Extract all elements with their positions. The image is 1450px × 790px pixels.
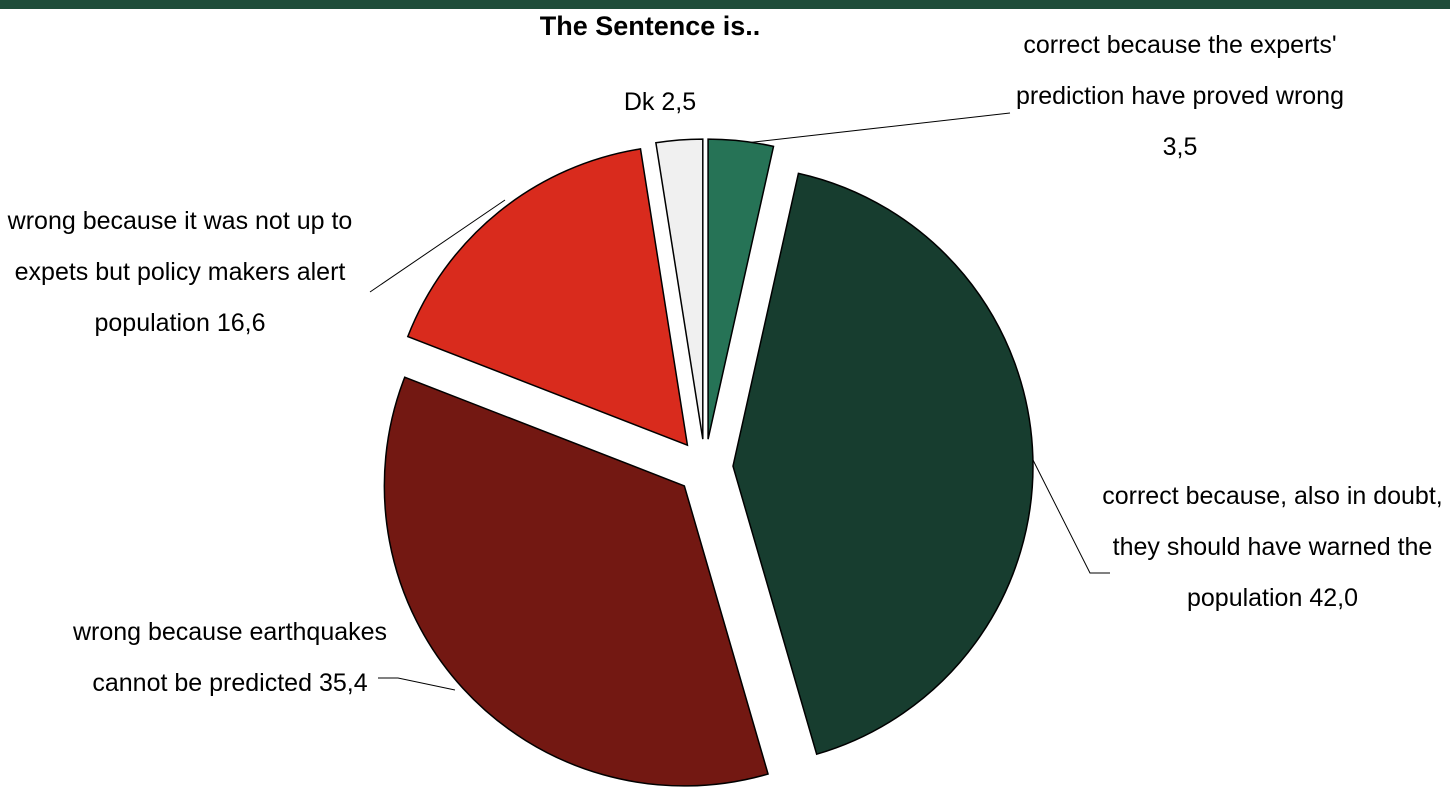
chart-title: The Sentence is.. (539, 11, 761, 41)
category-label: wrong because earthquakes cannot be pred… (72, 618, 388, 697)
leader-line (369, 199, 506, 293)
pie-slice (655, 138, 704, 440)
pie-slice (383, 376, 769, 787)
pie-slice (406, 148, 689, 447)
leader-line (378, 677, 456, 691)
leader-line (1032, 459, 1110, 574)
data-label: correct because the experts' prediction … (1010, 20, 1350, 173)
leader-lines (369, 112, 1110, 691)
value-label: 42,0 (1309, 584, 1358, 612)
data-label: wrong because earthquakes cannot be pred… (60, 607, 400, 709)
category-label: correct because, also in doubt, they sho… (1102, 482, 1443, 612)
category-label: wrong because it was not up to expets bu… (7, 207, 353, 337)
pie-slice (707, 138, 775, 440)
pie-slice (732, 172, 1034, 756)
category-label: correct because the experts' prediction … (1016, 31, 1344, 110)
value-label: 35,4 (318, 669, 368, 697)
value-label: 3,5 (1162, 133, 1198, 161)
value-label: 16,6 (216, 309, 266, 337)
value-label: 2,5 (661, 88, 697, 116)
data-label: correct because, also in doubt, they sho… (1095, 471, 1450, 624)
leader-line (744, 112, 1011, 144)
category-label: Dk (623, 88, 655, 116)
top-bar (0, 0, 1450, 9)
data-label: Dk 2,5 (590, 77, 730, 128)
data-label: wrong because it was not up to expets bu… (0, 196, 360, 349)
